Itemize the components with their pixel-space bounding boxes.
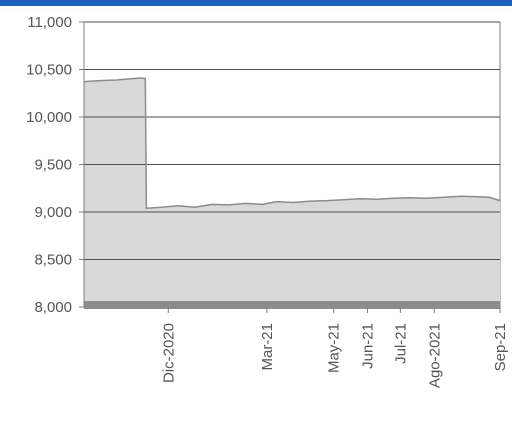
y-tick-label: 8,500 xyxy=(34,252,72,269)
x-tick-label: May-21 xyxy=(326,323,343,373)
x-tick-label: Dic-2020 xyxy=(160,323,177,383)
x-tick-label: Jun-21 xyxy=(360,323,377,369)
x-tick-label: Jul-21 xyxy=(392,323,409,364)
x-tick-label: Mar-21 xyxy=(259,323,276,371)
y-tick-label: 8,000 xyxy=(34,299,72,316)
y-tick-label: 9,000 xyxy=(34,204,72,221)
baseline-band xyxy=(84,301,500,309)
x-tick-label: Sep-21 xyxy=(492,323,509,371)
y-tick-label: 11,000 xyxy=(27,14,72,31)
x-tick-label: Ago-2021 xyxy=(426,323,443,388)
y-tick-label: 10,500 xyxy=(26,62,72,79)
y-tick-label: 9,500 xyxy=(34,157,72,174)
y-tick-label: 10,000 xyxy=(26,109,72,126)
